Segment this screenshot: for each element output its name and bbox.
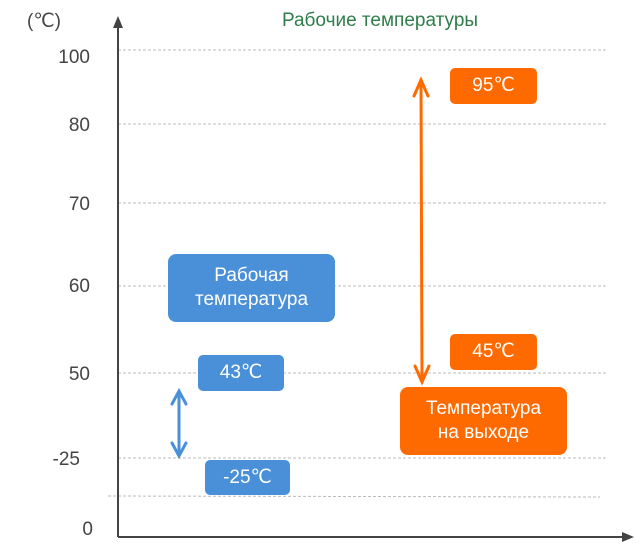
y-tick-70: 70 xyxy=(68,194,90,215)
outlet-min-badge: 45℃ xyxy=(450,334,537,370)
y-tick-100: 100 xyxy=(58,47,90,68)
working-range-arrow-icon xyxy=(170,387,188,460)
working-temperature-label: Рабочая температура xyxy=(168,254,335,322)
working-label-line2: температура xyxy=(194,289,309,310)
outlet-temperature-label: Температура на выходе xyxy=(400,387,567,455)
outlet-label-line2: на выходе xyxy=(437,422,530,443)
diagram-title: Рабочие температуры xyxy=(281,10,479,31)
x-axis-arrow-icon xyxy=(622,532,634,542)
y-axis-arrow-icon xyxy=(113,16,123,28)
gridline-break xyxy=(107,495,601,498)
y-tick-minus25: -25 xyxy=(52,449,80,470)
y-tick-0: 0 xyxy=(82,519,93,540)
working-max-badge: 43℃ xyxy=(198,355,284,391)
y-axis-unit: (℃) xyxy=(27,11,61,32)
y-tick-50: 50 xyxy=(68,364,90,385)
y-tick-80: 80 xyxy=(68,115,90,136)
working-label-line1: Рабочая xyxy=(214,265,289,286)
y-tick-60: 60 xyxy=(68,276,90,297)
outlet-label-line1: Температура xyxy=(425,398,542,419)
outlet-max-badge: 95℃ xyxy=(450,68,537,104)
outlet-range-arrow-icon xyxy=(412,76,431,386)
working-min-badge: -25℃ xyxy=(205,460,290,495)
